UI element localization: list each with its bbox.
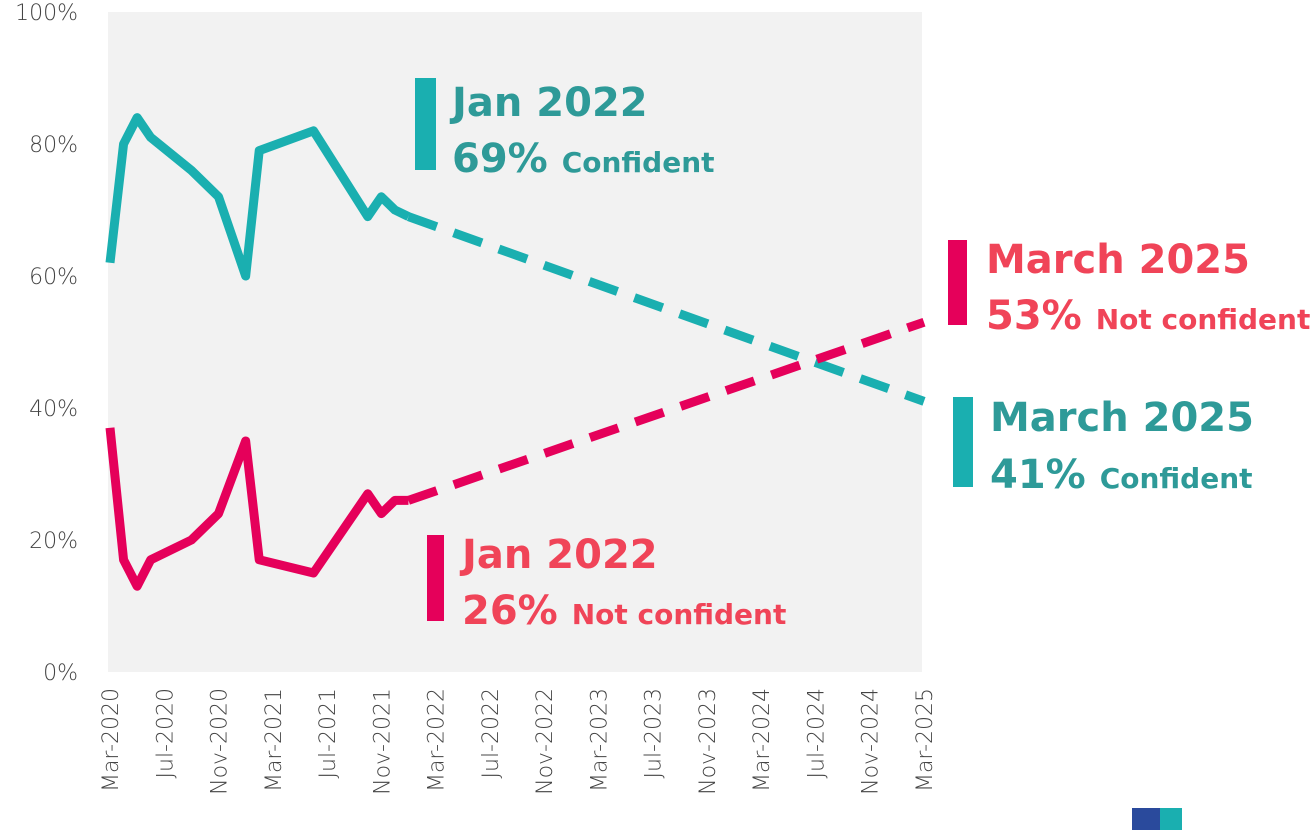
x-tick-label: Nov-2023 (696, 688, 721, 795)
x-tick-label: Mar-2021 (262, 688, 287, 792)
annotation-bar (427, 535, 444, 621)
annotation: Jan 2022 69% Confident (415, 78, 715, 182)
logo-part (1132, 808, 1168, 830)
annotation-text: 53% Not confident (986, 293, 1310, 339)
annotation-label: Confident (562, 146, 715, 179)
series-line (406, 317, 926, 505)
annotation-value: 41% (990, 452, 1086, 498)
x-tick-label: Nov-2021 (370, 688, 395, 795)
annotation: March 2025 41% Confident (953, 395, 1254, 498)
logo-part (1160, 808, 1182, 830)
annotation-date: March 2025 (986, 237, 1250, 283)
annotation-text: 41% Confident (990, 452, 1253, 498)
y-tick-label: 40% (29, 397, 78, 422)
annotation-bar (948, 240, 967, 325)
x-tick-label: Mar-2020 (99, 688, 124, 792)
x-tick-label: Mar-2025 (913, 688, 938, 792)
x-tick-label: Jul-2022 (479, 688, 504, 778)
y-tick-label: 0% (43, 661, 78, 686)
x-tick-label: Nov-2022 (533, 688, 558, 795)
series-line (105, 427, 409, 591)
x-tick-label: Jul-2023 (642, 688, 667, 778)
series-line (105, 113, 411, 281)
y-tick-label: 20% (29, 529, 78, 554)
x-tick-label: Mar-2022 (425, 688, 450, 792)
y-tick-label: 60% (29, 265, 78, 290)
annotation-text: 26% Not confident (462, 588, 786, 634)
x-tick-label: Nov-2020 (208, 688, 233, 795)
logo (1132, 808, 1182, 830)
annotation-date: Jan 2022 (449, 80, 648, 126)
annotation-label: Confident (1100, 462, 1253, 495)
annotation-bar (415, 78, 436, 170)
annotation-date: Jan 2022 (459, 532, 658, 578)
annotation-value: 26% (462, 588, 558, 634)
annotation-text: 69% Confident (452, 136, 715, 182)
series-line (406, 212, 926, 406)
annotation: Jan 2022 26% Not confident (427, 532, 786, 634)
annotation-bar (953, 397, 973, 487)
annotation: March 2025 53% Not confident (948, 237, 1310, 339)
y-tick-label: 100% (15, 1, 78, 26)
annotation-date: March 2025 (990, 395, 1254, 441)
x-tick-label: Jul-2021 (316, 688, 341, 778)
annotation-value: 53% (986, 293, 1082, 339)
annotation-value: 69% (452, 136, 548, 182)
y-tick-label: 80% (29, 133, 78, 158)
x-tick-label: Jul-2024 (804, 688, 829, 778)
x-tick-label: Mar-2023 (587, 688, 612, 792)
annotation-label: Not confident (1096, 303, 1311, 336)
x-tick-label: Nov-2024 (859, 688, 884, 795)
x-tick-label: Mar-2024 (750, 688, 775, 792)
plot-background (108, 12, 922, 672)
x-tick-label: Jul-2020 (153, 688, 178, 778)
annotation-label: Not confident (572, 598, 787, 631)
